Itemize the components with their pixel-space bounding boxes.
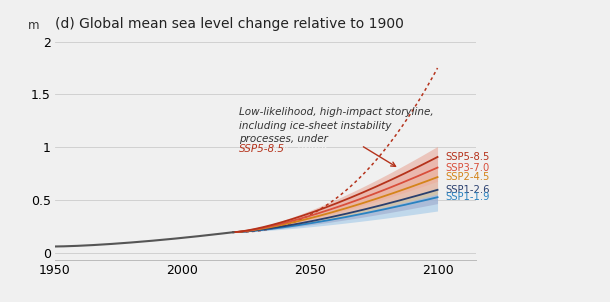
Text: SSP3-7.0: SSP3-7.0 [445, 162, 489, 172]
Text: m: m [27, 19, 39, 32]
Text: SSP5-8.5: SSP5-8.5 [239, 144, 285, 154]
Text: Low-likelihood, high-impact storyline,
including ice-sheet instability
processes: Low-likelihood, high-impact storyline, i… [239, 107, 433, 144]
Text: processes, under: processes, under [239, 144, 331, 154]
Text: SSP5-8.5: SSP5-8.5 [445, 152, 490, 162]
Text: SSP2-4.5: SSP2-4.5 [445, 172, 490, 182]
Text: SSP1-2.6: SSP1-2.6 [445, 185, 490, 195]
Text: (d) Global mean sea level change relative to 1900: (d) Global mean sea level change relativ… [55, 17, 404, 31]
Text: SSP1-1.9: SSP1-1.9 [445, 192, 490, 202]
